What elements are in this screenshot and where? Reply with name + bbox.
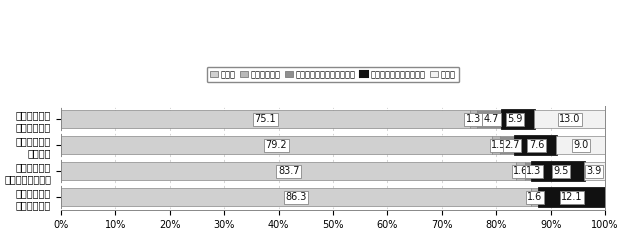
Bar [515, 136, 556, 154]
Text: 4.7: 4.7 [484, 114, 499, 124]
Text: 1.3: 1.3 [465, 114, 481, 124]
Bar [584, 162, 605, 180]
Bar [477, 110, 502, 128]
Bar [535, 110, 605, 128]
Bar [531, 188, 540, 206]
Bar [61, 110, 470, 128]
Text: 1.3: 1.3 [526, 166, 541, 176]
Text: 7.6: 7.6 [529, 140, 545, 150]
Text: 13.0: 13.0 [559, 114, 581, 124]
Text: 12.1: 12.1 [561, 192, 583, 202]
Text: 9.5: 9.5 [554, 166, 569, 176]
Text: 83.7: 83.7 [278, 166, 300, 176]
Bar [492, 136, 500, 154]
Bar [516, 162, 525, 180]
Bar [61, 136, 492, 154]
Text: 1.6: 1.6 [527, 192, 543, 202]
Text: 2.7: 2.7 [504, 140, 520, 150]
Bar [556, 136, 605, 154]
Text: 1.5: 1.5 [491, 140, 506, 150]
Text: 86.3: 86.3 [285, 192, 307, 202]
Bar [502, 110, 535, 128]
Text: 79.2: 79.2 [265, 140, 287, 150]
Bar [500, 136, 515, 154]
Bar [470, 110, 477, 128]
Bar [61, 162, 516, 180]
Bar [532, 162, 584, 180]
Bar [525, 162, 532, 180]
Text: 75.1: 75.1 [254, 114, 276, 124]
Text: 1.6: 1.6 [513, 166, 528, 176]
Text: 5.9: 5.9 [508, 114, 523, 124]
Text: 9.0: 9.0 [573, 140, 588, 150]
Bar [540, 188, 605, 206]
Bar [61, 188, 531, 206]
Text: 3.9: 3.9 [586, 166, 602, 176]
Legend: 下水道, 農業集落排水, 浄化槽（集合処理区域内）, 浄化槽（浄化槽区域内）, 未処理: 下水道, 農業集落排水, 浄化槽（集合処理区域内）, 浄化槽（浄化槽区域内）, … [207, 67, 459, 82]
